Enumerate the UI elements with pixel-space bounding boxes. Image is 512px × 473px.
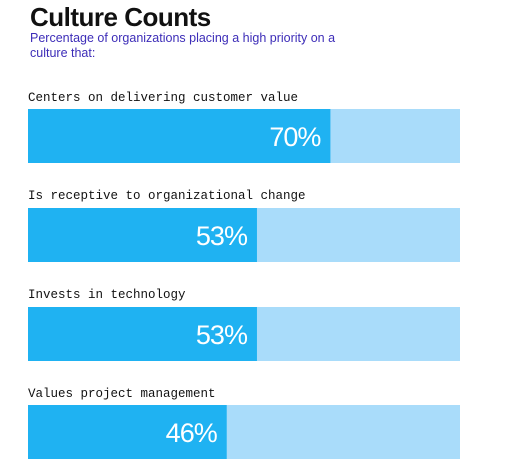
chart-title: Culture Counts [30, 2, 211, 32]
bar [28, 109, 331, 163]
bar-value-label: 70% [269, 122, 321, 152]
category-label: Values project management [28, 387, 216, 401]
bar [28, 208, 257, 262]
bar [28, 307, 257, 361]
category-label: Is receptive to organizational change [28, 189, 306, 203]
category-label: Centers on delivering customer value [28, 91, 298, 105]
bar-value-label: 46% [166, 418, 218, 448]
bar-value-label: 53% [196, 320, 248, 350]
bar-value-label: 53% [196, 221, 248, 251]
bar [28, 405, 227, 459]
category-label: Invests in technology [28, 288, 186, 302]
chart-subtitle: Percentage of organizations placing a hi… [30, 31, 336, 60]
